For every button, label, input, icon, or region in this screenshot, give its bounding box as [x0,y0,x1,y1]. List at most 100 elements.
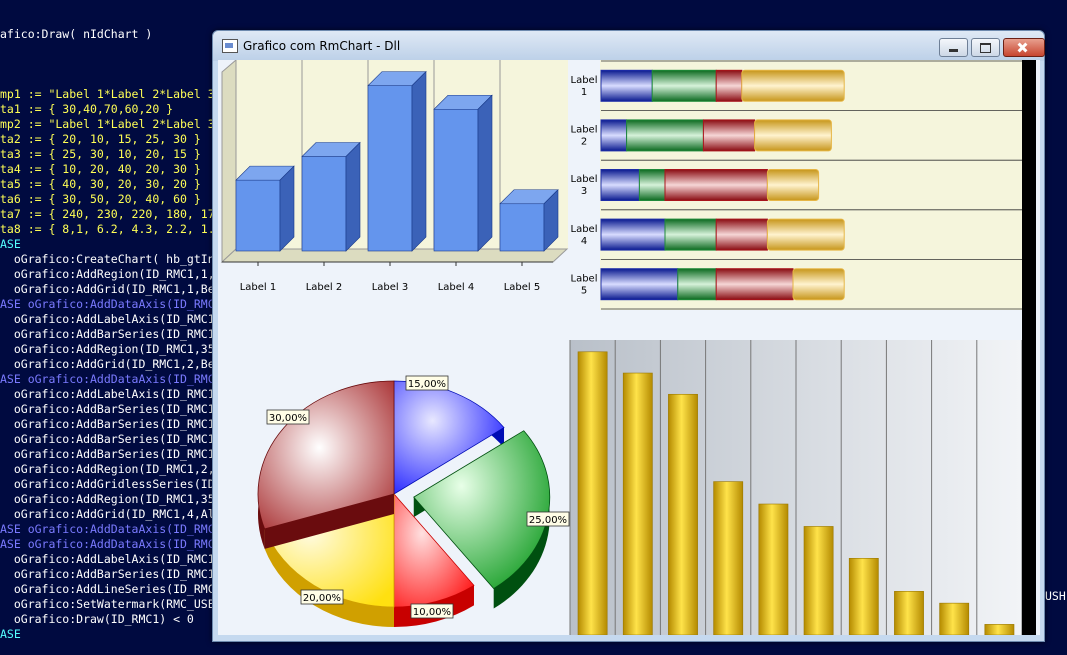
code-line: oGrafico:AddRegion(ID_RMC1,1, [0,267,215,281]
y-tick-label: 4 [581,236,587,247]
code-line: ta6 := { 30, 50, 20, 40, 60 } [0,192,201,206]
code-line: ta2 := { 20, 10, 15, 25, 30 } [0,132,201,146]
code-line: ASE [0,237,21,251]
code-line: oGrafico:AddLabelAxis(ID_RMC1 [0,387,215,401]
y-tick-label: Label [571,174,598,185]
y-tick-label: Label [571,273,598,284]
stacked-bar-segment [715,268,794,301]
bar-chart-3d: Label 1 Label 2 Label 3 Label 4 Label 5 [218,60,570,310]
pie-slice [393,492,475,608]
bar-side [411,70,427,252]
code-line: oGrafico:AddBarSeries(ID_RMC1 [0,417,215,431]
x-tick-label: Label 5 [504,282,541,293]
label-column [570,60,600,310]
minimize-button[interactable] [939,38,968,57]
bar [848,557,879,635]
pie-label-box [266,409,310,425]
window-title: Grafico com RmChart - Dll [243,39,401,53]
x-tick-label: Label 2 [306,282,343,293]
code-fragment-right: USH [1045,589,1066,603]
stacked-bar-segment [651,69,717,102]
bar-side [345,141,361,252]
code-line: ta8 := { 8,1, 6.2, 4.3, 2.2, 1. [0,222,215,236]
bar-side [543,189,559,252]
bar [668,393,698,635]
code-line: ta7 := { 240, 230, 220, 180, 17 [0,207,215,221]
stacked-bar-segment [664,169,768,201]
bar [367,85,413,252]
bar [984,624,1015,635]
pie-slice-label: 20,00% [303,593,341,604]
stacked-bar-segment [600,268,679,301]
bar [235,179,281,252]
code-line: ASE oGrafico:AddDataAxis(ID_RMC [0,372,215,386]
code-line: ta1 := { 30,40,70,60,20 } [0,102,174,116]
stacked-bar-segment [600,69,653,102]
code-line: oGrafico:AddGrid(ID_RMC1,4,Al [0,507,215,521]
pie-label-box [526,511,570,527]
pie-slice-label: 15,00% [408,379,446,390]
x-tick-label: Label 3 [372,282,409,293]
pie-chart: 15,00% 25,00% 10,00% 20,00% 30,00% [218,310,570,635]
code-line: oGrafico:AddLabelAxis(ID_RMC1 [0,312,215,326]
stacked-bar-segment [638,169,666,201]
pie-slice [257,380,395,530]
y-tick-label: 5 [581,285,587,296]
code-line: oGrafico:AddBarSeries(ID_RMC1 [0,447,215,461]
bar [301,156,347,252]
code-line: oGrafico:AddRegion(ID_RMC1,2, [0,462,215,476]
code-line: oGrafico:AddLineSeries(ID_RMC [0,582,215,596]
code-line: oGrafico:AddGridlessSeries(ID [0,477,215,491]
window-titlebar[interactable]: Grafico com RmChart - Dll [213,31,1045,61]
code-line: ASE oGrafico:AddDataAxis(ID_RMC [0,537,215,551]
bar [433,108,479,252]
stacked-bar-segment [766,169,820,201]
pie-slice-label: 10,00% [413,607,451,618]
chart-client-area: Label 1 Label 2 Label 3 Label 4 Label 5 Labe… [218,60,1040,635]
code-line: oGrafico:AddBarSeries(ID_RMC1 [0,402,215,416]
code-line: oGrafico:AddBarSeries(ID_RMC1 [0,567,215,581]
x-tick-label: Label 4 [438,282,475,293]
bar [803,526,834,635]
stacked-bar-segment [664,218,717,251]
stacked-bar-segment [600,119,628,152]
code-line: ASE [0,627,21,641]
chart-window: Grafico com RmChart - Dll Label 1 Label 2… [212,30,1045,642]
code-line: oGrafico:AddGrid(ID_RMC1,1,Be [0,282,215,296]
code-line: oGrafico:SetWatermark(RMC_USE [0,597,215,611]
y-tick-label: 1 [581,87,587,98]
close-button[interactable] [1003,38,1045,57]
bar [894,591,924,635]
stacked-bar-segment [677,268,717,301]
code-line: oGrafico:AddGrid(ID_RMC1,2,Be [0,357,215,371]
pie-label-box [410,603,454,619]
maximize-button[interactable] [971,38,1000,57]
code-line: oGrafico:AddRegion(ID_RMC1,35 [0,342,215,356]
vertical-scrollbar[interactable] [1022,60,1036,635]
bar [713,481,744,635]
window-app-icon [222,39,238,53]
code-line: oGrafico:AddBarSeries(ID_RMC1 [0,327,215,341]
code-line: oGrafico:AddRegion(ID_RMC1,35 [0,492,215,506]
stacked-bar-segment [702,119,756,152]
code-line: ta4 := { 10, 20, 40, 20, 30 } [0,162,201,176]
stacked-bar-segment [715,218,768,251]
stacked-bar-segment [766,218,845,251]
y-tick-label: 2 [581,137,587,148]
code-line: ta3 := { 25, 30, 10, 20, 15 } [0,147,201,161]
pie-label-box [405,375,449,391]
code-line: mp1 := "Label 1*Label 2*Label 3 [0,87,215,101]
code-line: oGrafico:CreateChart( hb_gtIn [0,252,215,266]
bar [622,372,653,635]
code-line [0,0,997,12]
stacked-bar-segment [600,169,640,201]
bar [939,602,970,635]
pie-slice-label: 25,00% [529,515,567,526]
stacked-bar-segment [715,69,743,102]
code-line: ASE oGrafico:AddDataAxis(ID_RMC [0,522,215,536]
code-line: oGrafico:Draw(ID_RMC1) < 0 [0,612,194,626]
charts-canvas: Label 1 Label 2 Label 3 Label 4 Label 5 Labe… [218,60,1023,635]
pie-slice [393,380,505,495]
